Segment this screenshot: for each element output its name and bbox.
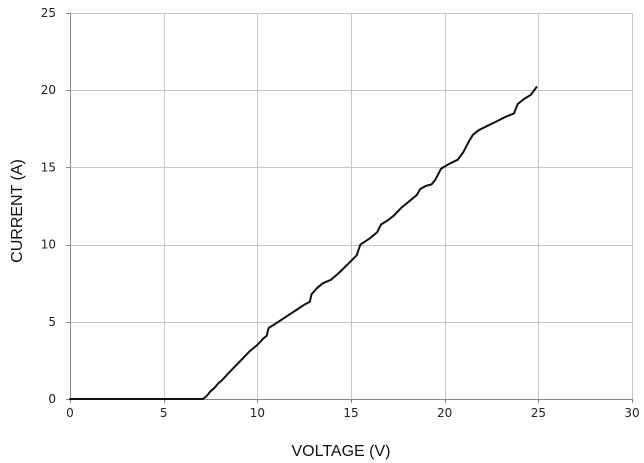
- y-tick-label: 0: [48, 392, 56, 406]
- x-tick-label: 25: [531, 406, 546, 420]
- series-line-0: [69, 86, 538, 400]
- y-tick-label: 25: [41, 6, 56, 20]
- x-tick-label: 5: [160, 406, 168, 420]
- x-tick-label: 30: [624, 406, 639, 420]
- y-tick-labels: 0 5 10 15 20 25: [41, 6, 56, 406]
- x-tick-label: 20: [437, 406, 452, 420]
- y-tick-label: 10: [41, 238, 56, 252]
- y-tick-label: 15: [41, 160, 56, 174]
- axes: [66, 13, 633, 403]
- series-layer: [69, 86, 538, 400]
- x-tick-label: 10: [250, 406, 265, 420]
- y-tick-label: 20: [41, 83, 56, 97]
- grid: [70, 13, 633, 399]
- x-tick-label: 0: [66, 406, 74, 420]
- y-axis-title: CURRENT (A): [9, 159, 26, 263]
- y-tick-label: 5: [48, 315, 56, 329]
- x-tick-labels: 0 5 10 15 20 25 30: [66, 406, 639, 420]
- x-tick-label: 15: [343, 406, 358, 420]
- x-axis-title: VOLTAGE (V): [292, 443, 391, 460]
